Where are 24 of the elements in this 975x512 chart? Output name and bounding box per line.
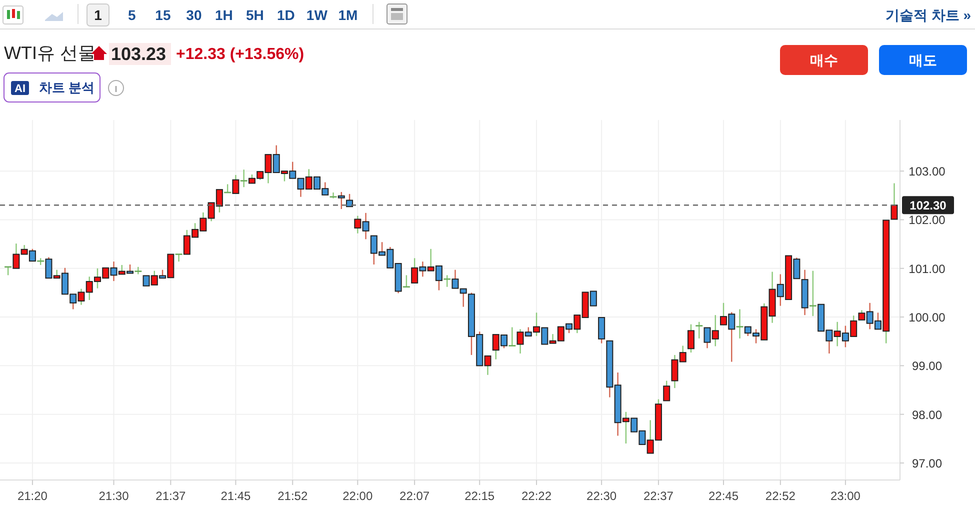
y-tick-label: 98.00 xyxy=(912,408,942,422)
x-tick-label: 21:45 xyxy=(220,489,252,503)
y-tick-label: 102.00 xyxy=(908,213,946,228)
y-tick-label: 100.00 xyxy=(908,310,946,325)
y-tick-label: 101.00 xyxy=(908,262,946,276)
x-tick-label: 22:37 xyxy=(643,489,674,503)
x-tick-label: 23:00 xyxy=(830,489,861,503)
x-tick-label: 21:30 xyxy=(98,489,130,503)
x-tick-label: 22:30 xyxy=(586,489,617,503)
x-tick-label: 21:20 xyxy=(17,489,48,503)
y-tick-label: 97.00 xyxy=(912,456,942,470)
x-tick-label: 22:00 xyxy=(342,489,373,503)
y-tick-label: 103.00 xyxy=(908,164,946,179)
x-tick-label: 22:52 xyxy=(765,489,796,503)
x-tick-label: 22:45 xyxy=(708,489,739,503)
x-tick-label: 21:37 xyxy=(156,489,186,503)
x-tick-label: 22:15 xyxy=(464,489,495,503)
x-tick-label: 22:22 xyxy=(522,489,552,503)
ref-line-label: 102.30 xyxy=(910,198,947,213)
chart-subtitle: 103.23 xyxy=(111,44,166,64)
chart-title: WTI유 선물 xyxy=(4,43,96,63)
x-tick-label: 22:07 xyxy=(400,489,430,503)
x-tick-label: 21:52 xyxy=(278,489,308,503)
y-tick-label: 99.00 xyxy=(912,359,942,374)
